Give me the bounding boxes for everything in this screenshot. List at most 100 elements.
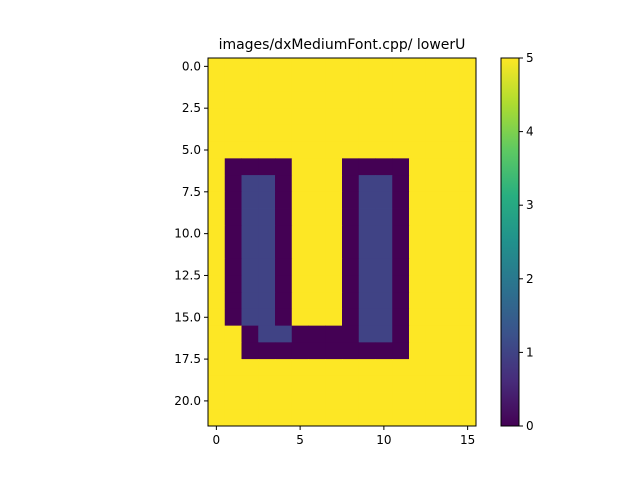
heatmap-cell	[325, 409, 343, 427]
heatmap-cell	[459, 375, 477, 393]
heatmap-cell	[325, 108, 343, 126]
heatmap-cell	[325, 242, 343, 260]
heatmap-cells	[208, 58, 477, 427]
heatmap-cell	[208, 225, 226, 243]
heatmap-cell	[208, 342, 226, 360]
heatmap-cell	[258, 342, 276, 360]
heatmap-cell	[291, 375, 309, 393]
heatmap-cell	[342, 124, 360, 143]
heatmap-cell	[224, 392, 242, 410]
heatmap-cell	[208, 191, 226, 209]
heatmap-cell	[208, 258, 226, 276]
heatmap-cell	[241, 141, 259, 159]
heatmap-cell	[442, 275, 460, 293]
heatmap-cell	[224, 124, 242, 143]
heatmap-cell	[342, 242, 360, 260]
heatmap-cell	[375, 359, 393, 377]
heatmap-cell	[258, 292, 276, 310]
heatmap-cell	[291, 275, 309, 293]
heatmap-cell	[224, 74, 242, 92]
heatmap-cell	[291, 108, 309, 126]
heatmap-cell	[442, 58, 460, 76]
heatmap-cell	[358, 342, 376, 360]
heatmap-cell	[291, 58, 309, 76]
heatmap-cell	[291, 175, 309, 193]
heatmap-cell	[459, 225, 477, 243]
heatmap-cell	[459, 124, 477, 143]
heatmap-cell	[375, 124, 393, 143]
heatmap-cell	[308, 108, 326, 126]
colorbar-tick-label: 4	[526, 125, 534, 139]
heatmap-cell	[342, 175, 360, 193]
heatmap-cell	[375, 191, 393, 209]
heatmap-cell	[442, 191, 460, 209]
heatmap-cell	[442, 208, 460, 226]
heatmap-cell	[442, 325, 460, 343]
x-tick-label: 10	[376, 433, 391, 447]
heatmap-cell	[392, 308, 410, 327]
heatmap-cell	[208, 158, 226, 176]
heatmap-cell	[342, 191, 360, 209]
heatmap-cell	[459, 191, 477, 209]
heatmap-cell	[409, 409, 427, 427]
heatmap-cell	[258, 325, 276, 343]
heatmap-cell	[375, 292, 393, 310]
heatmap-cell	[308, 124, 326, 143]
heatmap-cell	[392, 325, 410, 343]
heatmap-cell	[275, 258, 293, 276]
y-tick-label: 15.0	[174, 310, 201, 324]
heatmap-cell	[258, 375, 276, 393]
heatmap-cell	[459, 409, 477, 427]
heatmap-cell	[392, 258, 410, 276]
heatmap-cell	[258, 124, 276, 143]
heatmap-cell	[308, 225, 326, 243]
heatmap-cell	[258, 225, 276, 243]
heatmap-cell	[342, 359, 360, 377]
heatmap-cell	[358, 124, 376, 143]
heatmap-cell	[425, 242, 443, 260]
heatmap-cell	[208, 375, 226, 393]
heatmap-cell	[224, 108, 242, 126]
heatmap-cell	[258, 409, 276, 427]
heatmap-cell	[375, 409, 393, 427]
heatmap-cell	[409, 325, 427, 343]
heatmap-cell	[208, 308, 226, 327]
heatmap-cell	[208, 141, 226, 159]
heatmap-cell	[392, 208, 410, 226]
heatmap-cell	[425, 208, 443, 226]
heatmap-cell	[258, 359, 276, 377]
heatmap-cell	[308, 375, 326, 393]
heatmap-cell	[325, 225, 343, 243]
heatmap-cell	[342, 375, 360, 393]
heatmap-cell	[392, 108, 410, 126]
heatmap-cell	[442, 225, 460, 243]
heatmap-cell	[308, 191, 326, 209]
heatmap-cell	[325, 258, 343, 276]
heatmap-cell	[358, 158, 376, 176]
heatmap-cell	[308, 91, 326, 109]
heatmap-cell	[409, 191, 427, 209]
heatmap-cell	[291, 74, 309, 92]
heatmap-cell	[224, 225, 242, 243]
heatmap-cell	[459, 342, 477, 360]
heatmap-cell	[208, 108, 226, 126]
heatmap-cell	[241, 91, 259, 109]
heatmap-cell	[358, 392, 376, 410]
heatmap-cell	[275, 74, 293, 92]
heatmap-cell	[258, 275, 276, 293]
heatmap-cell	[208, 58, 226, 76]
heatmap-cell	[459, 141, 477, 159]
heatmap-cell	[409, 275, 427, 293]
heatmap-cell	[375, 258, 393, 276]
heatmap-cell	[342, 392, 360, 410]
heatmap-cell	[375, 392, 393, 410]
heatmap-cell	[442, 124, 460, 143]
colorbar-tick-label: 2	[526, 272, 534, 286]
heatmap-cell	[392, 191, 410, 209]
heatmap-cell	[224, 191, 242, 209]
heatmap-cell	[425, 225, 443, 243]
heatmap-cell	[409, 242, 427, 260]
heatmap-cell	[375, 325, 393, 343]
heatmap-cell	[325, 359, 343, 377]
heatmap-cell	[258, 175, 276, 193]
